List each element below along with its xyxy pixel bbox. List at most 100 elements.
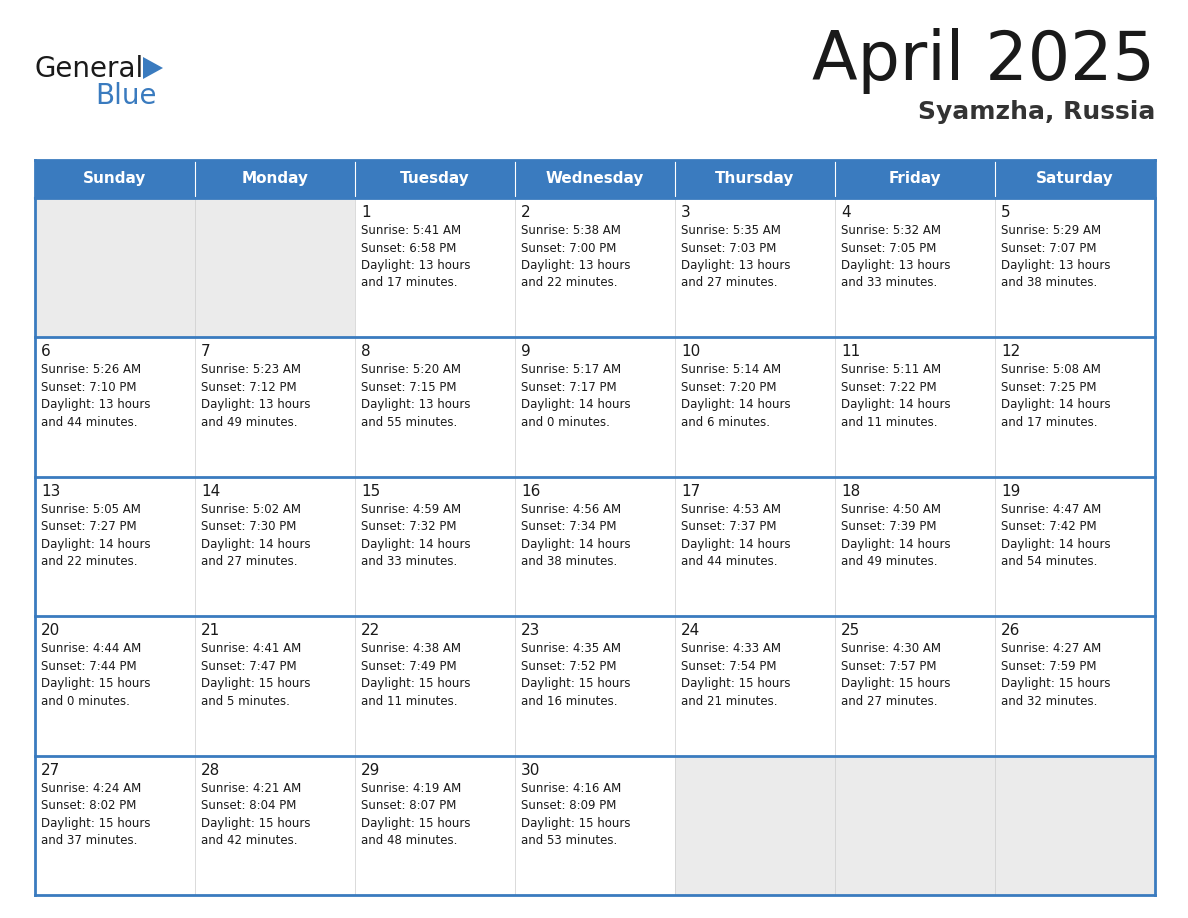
Text: Sunrise: 5:17 AM
Sunset: 7:17 PM
Daylight: 14 hours
and 0 minutes.: Sunrise: 5:17 AM Sunset: 7:17 PM Dayligh… (522, 364, 631, 429)
Bar (355, 338, 516, 476)
Bar (516, 616, 675, 756)
Text: 20: 20 (42, 623, 61, 638)
Text: 19: 19 (1001, 484, 1020, 498)
Bar (34, 160, 195, 198)
Text: 17: 17 (681, 484, 700, 498)
Text: 8: 8 (361, 344, 371, 360)
Bar (195, 756, 355, 895)
Text: Sunrise: 5:20 AM
Sunset: 7:15 PM
Daylight: 13 hours
and 55 minutes.: Sunrise: 5:20 AM Sunset: 7:15 PM Dayligh… (361, 364, 470, 429)
Text: 23: 23 (522, 623, 541, 638)
Text: 14: 14 (201, 484, 220, 498)
Bar (835, 338, 996, 476)
Bar (835, 198, 996, 338)
Bar (996, 476, 1155, 616)
Text: Sunrise: 5:11 AM
Sunset: 7:22 PM
Daylight: 14 hours
and 11 minutes.: Sunrise: 5:11 AM Sunset: 7:22 PM Dayligh… (841, 364, 950, 429)
Bar (195, 616, 355, 756)
Bar (675, 616, 835, 756)
Bar (675, 160, 835, 198)
Bar (675, 756, 835, 895)
Text: Sunrise: 5:26 AM
Sunset: 7:10 PM
Daylight: 13 hours
and 44 minutes.: Sunrise: 5:26 AM Sunset: 7:10 PM Dayligh… (42, 364, 151, 429)
Text: 12: 12 (1001, 344, 1020, 360)
Bar (355, 616, 516, 756)
Text: 10: 10 (681, 344, 700, 360)
Text: General: General (34, 55, 144, 83)
Bar (996, 338, 1155, 476)
Bar (34, 198, 195, 338)
Bar (675, 198, 835, 338)
Text: 29: 29 (361, 763, 380, 778)
Bar (516, 476, 675, 616)
Bar (516, 198, 675, 338)
Bar (996, 756, 1155, 895)
Text: Sunrise: 4:53 AM
Sunset: 7:37 PM
Daylight: 14 hours
and 44 minutes.: Sunrise: 4:53 AM Sunset: 7:37 PM Dayligh… (681, 503, 791, 568)
Text: 1: 1 (361, 205, 371, 220)
Bar (516, 756, 675, 895)
Text: 11: 11 (841, 344, 860, 360)
Bar (355, 476, 516, 616)
Text: Sunrise: 5:08 AM
Sunset: 7:25 PM
Daylight: 14 hours
and 17 minutes.: Sunrise: 5:08 AM Sunset: 7:25 PM Dayligh… (1001, 364, 1111, 429)
Text: Friday: Friday (889, 172, 941, 186)
Text: 7: 7 (201, 344, 210, 360)
Bar (996, 198, 1155, 338)
Text: Tuesday: Tuesday (400, 172, 470, 186)
Text: 30: 30 (522, 763, 541, 778)
Bar (996, 616, 1155, 756)
Bar (355, 756, 516, 895)
Text: 22: 22 (361, 623, 380, 638)
Text: Sunrise: 4:59 AM
Sunset: 7:32 PM
Daylight: 14 hours
and 33 minutes.: Sunrise: 4:59 AM Sunset: 7:32 PM Dayligh… (361, 503, 470, 568)
Bar (516, 338, 675, 476)
Bar (996, 160, 1155, 198)
Text: Sunrise: 4:47 AM
Sunset: 7:42 PM
Daylight: 14 hours
and 54 minutes.: Sunrise: 4:47 AM Sunset: 7:42 PM Dayligh… (1001, 503, 1111, 568)
Bar (355, 160, 516, 198)
Bar (516, 160, 675, 198)
Text: 18: 18 (841, 484, 860, 498)
Bar (195, 338, 355, 476)
Text: 28: 28 (201, 763, 220, 778)
Text: 27: 27 (42, 763, 61, 778)
Text: Sunrise: 4:38 AM
Sunset: 7:49 PM
Daylight: 15 hours
and 11 minutes.: Sunrise: 4:38 AM Sunset: 7:49 PM Dayligh… (361, 643, 470, 708)
Bar (34, 616, 195, 756)
Text: Sunrise: 5:32 AM
Sunset: 7:05 PM
Daylight: 13 hours
and 33 minutes.: Sunrise: 5:32 AM Sunset: 7:05 PM Dayligh… (841, 224, 950, 289)
Bar (835, 756, 996, 895)
Text: 16: 16 (522, 484, 541, 498)
Text: Sunrise: 5:38 AM
Sunset: 7:00 PM
Daylight: 13 hours
and 22 minutes.: Sunrise: 5:38 AM Sunset: 7:00 PM Dayligh… (522, 224, 631, 289)
Text: Sunrise: 5:35 AM
Sunset: 7:03 PM
Daylight: 13 hours
and 27 minutes.: Sunrise: 5:35 AM Sunset: 7:03 PM Dayligh… (681, 224, 790, 289)
Bar (195, 198, 355, 338)
Text: Sunrise: 4:21 AM
Sunset: 8:04 PM
Daylight: 15 hours
and 42 minutes.: Sunrise: 4:21 AM Sunset: 8:04 PM Dayligh… (201, 781, 310, 847)
Text: Sunrise: 4:50 AM
Sunset: 7:39 PM
Daylight: 14 hours
and 49 minutes.: Sunrise: 4:50 AM Sunset: 7:39 PM Dayligh… (841, 503, 950, 568)
Text: Sunrise: 5:14 AM
Sunset: 7:20 PM
Daylight: 14 hours
and 6 minutes.: Sunrise: 5:14 AM Sunset: 7:20 PM Dayligh… (681, 364, 791, 429)
Bar (34, 338, 195, 476)
Text: Sunrise: 5:02 AM
Sunset: 7:30 PM
Daylight: 14 hours
and 27 minutes.: Sunrise: 5:02 AM Sunset: 7:30 PM Dayligh… (201, 503, 310, 568)
Text: Sunrise: 4:33 AM
Sunset: 7:54 PM
Daylight: 15 hours
and 21 minutes.: Sunrise: 4:33 AM Sunset: 7:54 PM Dayligh… (681, 643, 790, 708)
Text: 9: 9 (522, 344, 531, 360)
Text: Sunrise: 4:27 AM
Sunset: 7:59 PM
Daylight: 15 hours
and 32 minutes.: Sunrise: 4:27 AM Sunset: 7:59 PM Dayligh… (1001, 643, 1111, 708)
Bar (195, 160, 355, 198)
Text: 6: 6 (42, 344, 51, 360)
Bar (835, 160, 996, 198)
Text: 4: 4 (841, 205, 851, 220)
Bar (34, 756, 195, 895)
Text: 24: 24 (681, 623, 700, 638)
Text: Saturday: Saturday (1036, 172, 1114, 186)
Text: Syamzha, Russia: Syamzha, Russia (917, 100, 1155, 124)
Text: Sunrise: 5:05 AM
Sunset: 7:27 PM
Daylight: 14 hours
and 22 minutes.: Sunrise: 5:05 AM Sunset: 7:27 PM Dayligh… (42, 503, 151, 568)
Text: Sunrise: 5:23 AM
Sunset: 7:12 PM
Daylight: 13 hours
and 49 minutes.: Sunrise: 5:23 AM Sunset: 7:12 PM Dayligh… (201, 364, 310, 429)
Text: 21: 21 (201, 623, 220, 638)
Bar (355, 198, 516, 338)
Text: Wednesday: Wednesday (545, 172, 644, 186)
Text: 5: 5 (1001, 205, 1011, 220)
Text: Sunrise: 4:19 AM
Sunset: 8:07 PM
Daylight: 15 hours
and 48 minutes.: Sunrise: 4:19 AM Sunset: 8:07 PM Dayligh… (361, 781, 470, 847)
Text: Sunrise: 5:41 AM
Sunset: 6:58 PM
Daylight: 13 hours
and 17 minutes.: Sunrise: 5:41 AM Sunset: 6:58 PM Dayligh… (361, 224, 470, 289)
Text: Sunrise: 4:44 AM
Sunset: 7:44 PM
Daylight: 15 hours
and 0 minutes.: Sunrise: 4:44 AM Sunset: 7:44 PM Dayligh… (42, 643, 151, 708)
Text: 15: 15 (361, 484, 380, 498)
Bar (675, 476, 835, 616)
Text: Sunday: Sunday (83, 172, 146, 186)
Text: Sunrise: 4:56 AM
Sunset: 7:34 PM
Daylight: 14 hours
and 38 minutes.: Sunrise: 4:56 AM Sunset: 7:34 PM Dayligh… (522, 503, 631, 568)
Bar (195, 476, 355, 616)
Text: 13: 13 (42, 484, 61, 498)
Polygon shape (143, 57, 163, 79)
Bar (34, 476, 195, 616)
Text: Sunrise: 4:24 AM
Sunset: 8:02 PM
Daylight: 15 hours
and 37 minutes.: Sunrise: 4:24 AM Sunset: 8:02 PM Dayligh… (42, 781, 151, 847)
Text: 3: 3 (681, 205, 690, 220)
Text: 2: 2 (522, 205, 531, 220)
